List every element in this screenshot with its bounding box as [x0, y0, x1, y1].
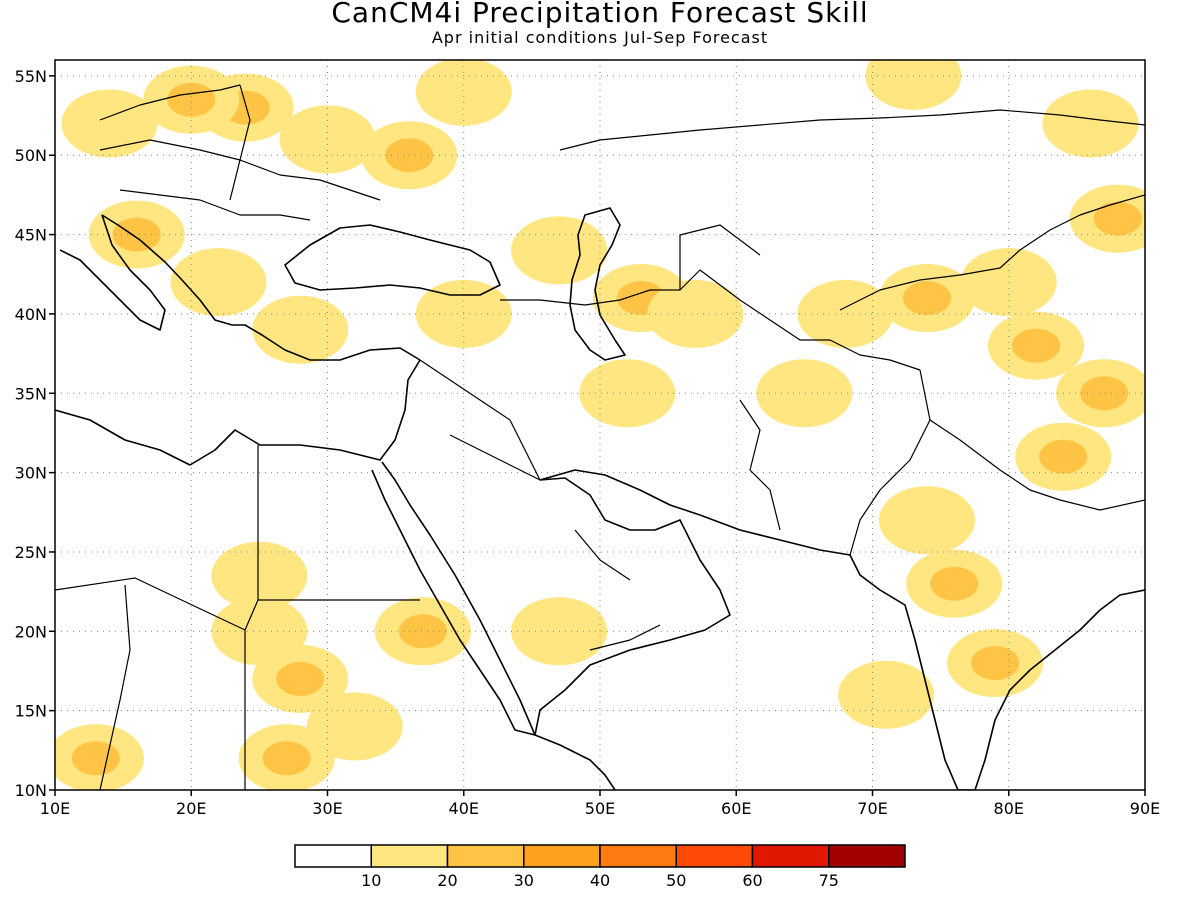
colorbar-swatch — [828, 844, 906, 868]
italy-coast — [59, 214, 166, 331]
colorbar-swatch — [523, 844, 601, 868]
lat-tick-label: 50N — [15, 146, 47, 165]
colorbar-label: 50 — [666, 871, 686, 890]
colorbar-label: 10 — [361, 871, 381, 890]
skill-region-core — [112, 217, 161, 252]
lat-tick-label: 35N — [15, 384, 47, 403]
skill-region — [211, 541, 308, 610]
colorbar-label: 60 — [742, 871, 762, 890]
skill-region — [865, 60, 962, 110]
lon-tick-label: 40E — [449, 799, 479, 818]
lon-tick-label: 10E — [40, 799, 70, 818]
colorbar-swatch — [370, 844, 449, 868]
skill-region — [647, 279, 744, 348]
skill-region — [306, 692, 403, 761]
iran-coast — [539, 469, 851, 556]
balkan-coast — [101, 214, 233, 326]
anatolia-coast — [232, 324, 421, 361]
lon-tick-label: 20E — [176, 799, 206, 818]
colorbar-swatch — [446, 844, 525, 868]
skill-region-core — [262, 741, 311, 776]
lat-tick-label: 25N — [15, 543, 47, 562]
map-subtitle: Apr initial conditions Jul-Sep Forecast — [431, 28, 769, 47]
skill-region — [511, 216, 608, 285]
colorbar-label: 40 — [590, 871, 610, 890]
skill-region — [415, 60, 512, 126]
skill-shading — [55, 60, 1145, 790]
borders — [55, 84, 1145, 790]
lat-tick-label: 40N — [15, 305, 47, 324]
skill-region — [1042, 89, 1139, 158]
lon-tick-label: 80E — [994, 799, 1024, 818]
colorbar: 10 20 30 40 50 60 75 — [294, 844, 906, 890]
axis-ticks: 10E 20E 30E 40E 50E 60E 70E 80E 90E 10N 15N 20N 25N 3… — [15, 67, 1161, 818]
skill-region-core — [398, 614, 447, 649]
colorbar-swatch — [599, 844, 677, 868]
skill-region-core — [1080, 376, 1129, 411]
coastlines — [55, 207, 1145, 790]
colorbar-swatch — [294, 844, 372, 868]
colorbar-label: 75 — [819, 871, 839, 890]
caspian-sea — [569, 207, 626, 361]
skill-region — [756, 359, 853, 428]
lon-tick-label: 50E — [585, 799, 615, 818]
skill-region — [797, 279, 894, 348]
skill-region — [838, 660, 935, 729]
skill-region — [879, 486, 975, 555]
lat-tick-label: 45N — [15, 226, 47, 245]
lat-tick-label: 30N — [15, 464, 47, 483]
skill-region-core — [1012, 328, 1060, 363]
lat-tick-label: 10N — [15, 781, 47, 800]
skill-region-core — [1039, 439, 1088, 474]
skill-region — [279, 105, 376, 174]
skill-region-core — [930, 566, 979, 601]
skill-region — [579, 359, 676, 428]
colorbar-swatch — [751, 844, 830, 868]
skill-region-core — [276, 661, 325, 696]
skill-region-core — [167, 82, 216, 117]
lon-tick-label: 90E — [1130, 799, 1160, 818]
lon-tick-label: 30E — [312, 799, 342, 818]
india-coast — [849, 554, 1145, 790]
lat-tick-label: 15N — [15, 702, 47, 721]
lon-tick-label: 70E — [857, 799, 887, 818]
colorbar-label: 20 — [437, 871, 457, 890]
colorbar-swatch — [675, 844, 754, 868]
skill-region-core — [903, 281, 951, 316]
red-sea — [371, 461, 536, 736]
lat-tick-label: 55N — [15, 67, 47, 86]
black-sea — [284, 224, 501, 296]
skill-region — [252, 295, 349, 364]
horn-coast — [534, 734, 616, 790]
lat-tick-label: 20N — [15, 622, 47, 641]
skill-region — [61, 89, 158, 158]
skill-region-core — [1093, 201, 1142, 236]
lon-tick-label: 60E — [721, 799, 751, 818]
skill-region-core — [71, 741, 120, 776]
map-title: CanCM4i Precipitation Forecast Skill — [331, 0, 869, 29]
skill-region — [170, 248, 267, 317]
skill-region-core — [971, 646, 1020, 681]
north-africa-coast — [55, 359, 421, 466]
persian-gulf — [534, 477, 731, 736]
colorbar-label: 30 — [514, 871, 534, 890]
